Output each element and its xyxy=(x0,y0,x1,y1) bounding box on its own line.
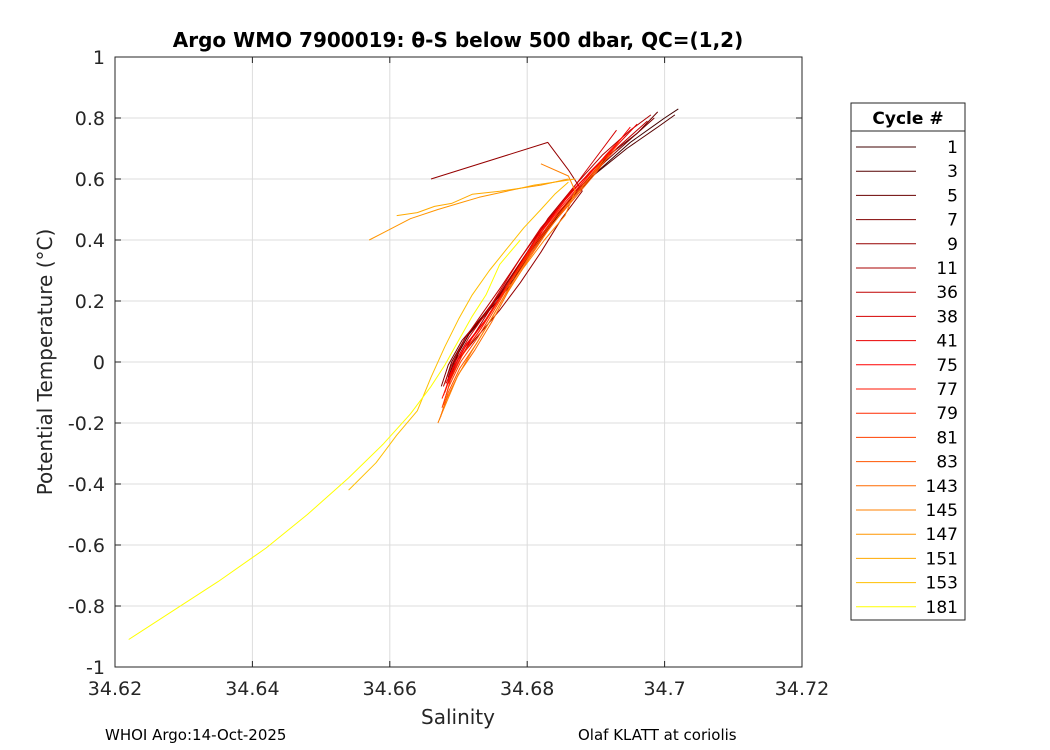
x-tick-label: 34.66 xyxy=(363,678,417,700)
y-tick-label: 0.8 xyxy=(75,108,105,130)
x-tick-label: 34.72 xyxy=(775,678,829,700)
x-tick-label: 34.64 xyxy=(225,678,279,700)
legend-title: Cycle # xyxy=(872,109,943,129)
y-tick-label: 0.2 xyxy=(75,291,105,313)
series-line-cycle-145 xyxy=(437,163,576,424)
legend-label-cycle-1: 1 xyxy=(947,138,958,158)
legend-label-cycle-151: 151 xyxy=(926,549,958,569)
legend-label-cycle-41: 41 xyxy=(936,332,958,352)
legend-label-cycle-5: 5 xyxy=(947,186,958,206)
chart-title: Argo WMO 7900019: θ-S below 500 dbar, QC… xyxy=(173,28,743,52)
series-line-cycle-11 xyxy=(447,114,652,384)
y-tick-label: -0.4 xyxy=(68,474,105,496)
legend-label-cycle-9: 9 xyxy=(947,235,958,255)
y-axis-label: Potential Temperature (°C) xyxy=(33,229,57,496)
axis-ticks: 34.62 34.64 34.66 34.68 34.7 34.72 -1 -0.8 -0.6 -… xyxy=(68,47,829,700)
legend-label-cycle-11: 11 xyxy=(936,259,958,279)
y-tick-label: -0.2 xyxy=(68,413,105,435)
y-tick-label: -1 xyxy=(86,657,105,679)
series-line-cycle-181 xyxy=(128,239,521,640)
legend-label-cycle-83: 83 xyxy=(936,453,958,473)
legend-entries: 1357911363841757779818314314514715115318… xyxy=(856,138,958,618)
series-line-cycle-79 xyxy=(442,142,621,405)
series-line-cycle-9 xyxy=(430,141,583,381)
series-line-cycle-153 xyxy=(348,181,569,491)
legend-label-cycle-81: 81 xyxy=(936,428,958,448)
legend-label-cycle-145: 145 xyxy=(926,501,958,521)
x-tick-label: 34.62 xyxy=(88,678,142,700)
legend-label-cycle-181: 181 xyxy=(926,598,958,618)
series-line-cycle-147 xyxy=(368,178,569,241)
x-tick-label: 34.7 xyxy=(643,678,685,700)
legend-label-cycle-143: 143 xyxy=(926,477,958,497)
legend: Cycle # 13579113638417577798183143145147… xyxy=(850,102,966,621)
y-tick-label: 0.4 xyxy=(75,230,105,252)
legend-label-cycle-36: 36 xyxy=(936,283,958,303)
y-tick-label: 0.6 xyxy=(75,169,105,191)
x-tick-label: 34.68 xyxy=(500,678,554,700)
legend-label-cycle-38: 38 xyxy=(936,307,958,327)
legend-label-cycle-147: 147 xyxy=(926,525,958,545)
legend-label-cycle-75: 75 xyxy=(936,356,958,376)
y-tick-label: 1 xyxy=(93,47,105,69)
series-lines xyxy=(128,108,679,640)
legend-label-cycle-77: 77 xyxy=(936,380,958,400)
y-tick-label: -0.8 xyxy=(68,596,105,618)
legend-label-cycle-3: 3 xyxy=(947,162,958,182)
footer-credit-right: Olaf KLATT at coriolis xyxy=(578,726,737,744)
series-line-cycle-38 xyxy=(445,129,617,384)
legend-label-cycle-153: 153 xyxy=(926,574,958,594)
y-tick-label: 0 xyxy=(93,352,105,374)
plot-area: 34.62 34.64 34.66 34.68 34.7 34.72 -1 -0.8 -0.6 -… xyxy=(68,47,829,700)
series-line-cycle-151 xyxy=(396,178,576,217)
footer-credit-left: WHOI Argo:14-Oct-2025 xyxy=(105,726,287,744)
series-line-cycle-83 xyxy=(440,154,611,418)
x-axis-label: Salinity xyxy=(421,705,495,729)
legend-label-cycle-79: 79 xyxy=(936,404,958,424)
y-tick-label: -0.6 xyxy=(68,535,105,557)
legend-label-cycle-7: 7 xyxy=(947,211,958,231)
